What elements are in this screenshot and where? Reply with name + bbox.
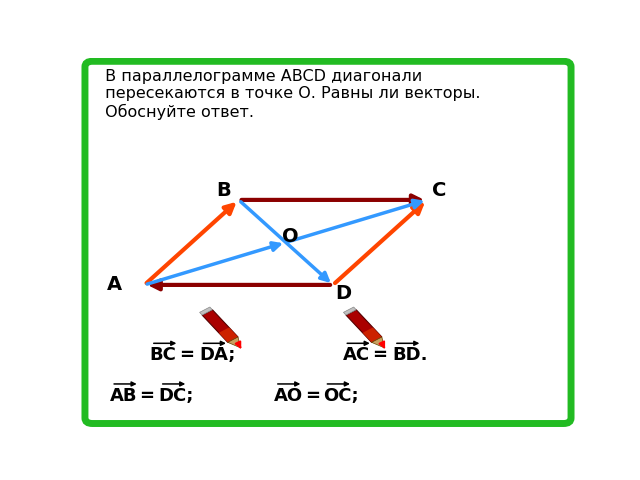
Text: В параллелограмме ABCD диагонали
 пересекаются в точке О. Равны ли векторы.
 Обо: В параллелограмме ABCD диагонали пересек… [100,69,481,120]
Text: =: = [179,346,194,364]
Polygon shape [363,327,382,342]
Polygon shape [219,327,238,342]
FancyBboxPatch shape [85,61,571,423]
Polygon shape [372,337,385,348]
Polygon shape [202,310,238,342]
Text: AB: AB [110,387,137,405]
Text: AO: AO [273,387,303,405]
Text: B: B [216,181,231,200]
Polygon shape [228,337,241,348]
Polygon shape [344,307,356,315]
Text: BC: BC [150,346,176,364]
Text: A: A [107,276,122,294]
Text: DA;: DA; [199,346,236,364]
Polygon shape [346,310,382,342]
Text: BD.: BD. [392,346,428,364]
Text: O: O [282,228,299,246]
Text: =: = [372,346,388,364]
Text: DC;: DC; [158,387,194,405]
Text: =: = [140,387,154,405]
Text: =: = [305,387,319,405]
Text: D: D [335,284,351,303]
Text: C: C [433,181,447,200]
Text: OC;: OC; [323,387,358,405]
Text: AC: AC [343,346,370,364]
Polygon shape [200,307,212,315]
